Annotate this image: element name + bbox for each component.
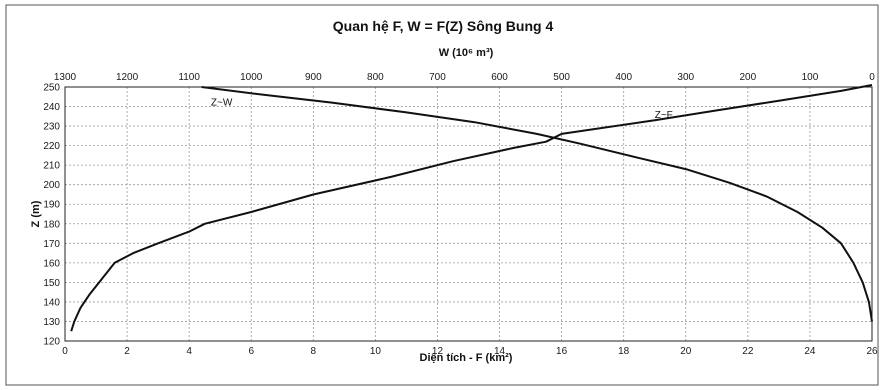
y-tick-label: 160 bbox=[43, 258, 60, 269]
chart-title: Quan hệ F, W = F(Z) Sông Bung 4 bbox=[333, 18, 554, 34]
y-tick-label: 220 bbox=[43, 141, 60, 152]
y-tick-label: 210 bbox=[43, 161, 60, 172]
series-layer: Z~W Z~F bbox=[70, 84, 873, 332]
top-tick-label: 0 bbox=[869, 72, 875, 83]
top-tick-label: 500 bbox=[553, 72, 570, 83]
top-tick-label: 700 bbox=[429, 72, 446, 83]
series-label-zf: Z~F bbox=[655, 110, 673, 121]
series-line-zf bbox=[70, 84, 873, 332]
top-tick-label: 300 bbox=[677, 72, 694, 83]
x-tick-label: 24 bbox=[804, 346, 816, 357]
top-tick-label: 200 bbox=[740, 72, 757, 83]
top-tick-label: 400 bbox=[615, 72, 632, 83]
x-tick-label: 22 bbox=[742, 346, 754, 357]
x-axis-title: Diện tích - F (km²) bbox=[420, 352, 513, 364]
x-tick-label: 14 bbox=[494, 346, 506, 357]
y-tick-label: 150 bbox=[43, 278, 60, 289]
plot-area bbox=[64, 86, 873, 342]
top-tick-label: 100 bbox=[802, 72, 819, 83]
y-tick-label: 200 bbox=[43, 180, 60, 191]
top-tick-label: 600 bbox=[491, 72, 508, 83]
top-tick-label: 900 bbox=[305, 72, 322, 83]
y-tick-label: 180 bbox=[43, 219, 60, 230]
y-tick-label: 120 bbox=[43, 337, 60, 348]
x-tick-label: 18 bbox=[618, 346, 630, 357]
x-tick-label: 4 bbox=[186, 346, 192, 357]
y-tick-label: 230 bbox=[43, 122, 60, 133]
x-tick-label: 0 bbox=[62, 346, 68, 357]
x-tick-label: 10 bbox=[370, 346, 382, 357]
tick-layer: 1201301401501601701801902002102202302402… bbox=[43, 72, 878, 357]
top-tick-label: 1300 bbox=[54, 72, 77, 83]
top-tick-label: 800 bbox=[367, 72, 384, 83]
top-tick-label: 1100 bbox=[178, 72, 200, 83]
y-tick-label: 190 bbox=[43, 200, 60, 211]
x-tick-label: 26 bbox=[866, 346, 878, 357]
y-tick-label: 140 bbox=[43, 297, 60, 308]
x-tick-label: 20 bbox=[680, 346, 692, 357]
chart-border bbox=[5, 4, 879, 386]
top-axis-title: W (10⁶ m³) bbox=[439, 47, 494, 59]
y-tick-label: 170 bbox=[43, 239, 60, 250]
y-axis-title: Z (m) bbox=[30, 200, 42, 227]
x-tick-label: 16 bbox=[556, 346, 568, 357]
series-label-zw: Z~W bbox=[211, 98, 233, 109]
x-tick-label: 6 bbox=[248, 346, 254, 357]
top-tick-label: 1200 bbox=[116, 72, 139, 83]
y-tick-label: 240 bbox=[43, 102, 60, 113]
top-tick-label: 1000 bbox=[240, 72, 263, 83]
x-tick-label: 12 bbox=[432, 346, 444, 357]
x-tick-label: 8 bbox=[311, 346, 317, 357]
series-line-zw bbox=[201, 86, 873, 322]
x-tick-label: 2 bbox=[124, 346, 130, 357]
y-tick-label: 130 bbox=[43, 317, 60, 328]
y-tick-label: 250 bbox=[43, 83, 60, 94]
